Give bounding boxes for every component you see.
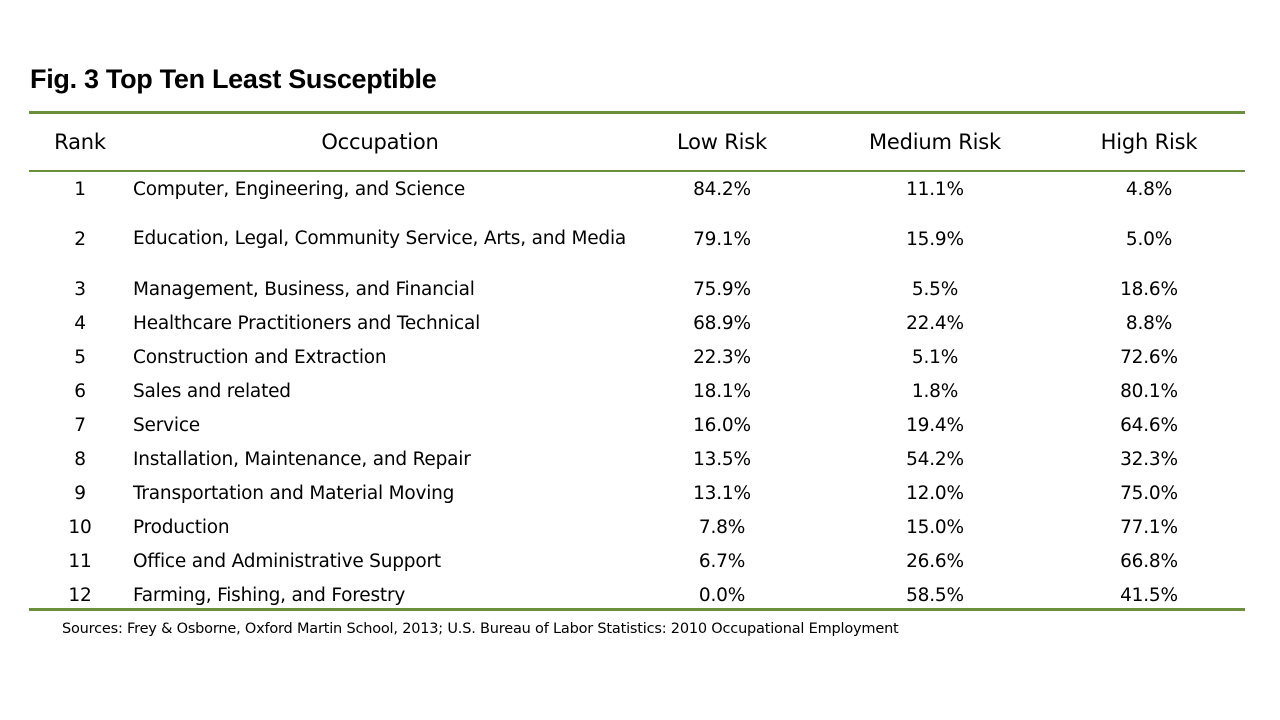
cell-low-risk: 13.5% <box>693 448 751 470</box>
cell-medium-risk: 1.8% <box>911 380 959 402</box>
source-note: Sources: Frey & Osborne, Oxford Martin S… <box>62 621 899 637</box>
table-header-row: Rank Occupation Low Risk Medium Risk Hig… <box>29 114 1245 170</box>
cell-occupation: Healthcare Practitioners and Technical <box>133 312 481 334</box>
table-row: 6 Sales and related 18.1% 1.8% 80.1% <box>29 374 1245 408</box>
cell-rank: 11 <box>68 550 92 572</box>
cell-occupation: Farming, Fishing, and Forestry <box>133 584 406 606</box>
cell-medium-risk: 11.1% <box>906 178 964 200</box>
table-row: 3 Management, Business, and Financial 75.9… <box>29 272 1245 306</box>
column-header-high-risk: High Risk <box>1100 130 1198 154</box>
table-top-rule <box>29 111 1245 114</box>
column-header-occupation: Occupation <box>321 130 439 154</box>
table-body: 1 Computer, Engineering, and Science 84.2%… <box>29 170 1245 612</box>
table-row: 5 Construction and Extraction 22.3% 5.1% 72.… <box>29 340 1245 374</box>
cell-medium-risk: 58.5% <box>906 584 964 606</box>
cell-low-risk: 18.1% <box>693 380 751 402</box>
cell-occupation: Construction and Extraction <box>133 346 387 368</box>
cell-rank: 7 <box>74 414 86 436</box>
cell-medium-risk: 19.4% <box>906 414 964 436</box>
cell-high-risk: 5.0% <box>1125 228 1173 250</box>
cell-low-risk: 16.0% <box>693 414 751 436</box>
cell-high-risk: 18.6% <box>1120 278 1178 300</box>
cell-low-risk: 79.1% <box>693 228 751 250</box>
risk-table: Rank Occupation Low Risk Medium Risk Hig… <box>29 114 1245 612</box>
table-row: 1 Computer, Engineering, and Science 84.2%… <box>29 170 1245 206</box>
cell-medium-risk: 26.6% <box>906 550 964 572</box>
cell-high-risk: 32.3% <box>1120 448 1178 470</box>
cell-rank: 12 <box>68 584 92 606</box>
cell-rank: 3 <box>74 278 86 300</box>
cell-high-risk: 80.1% <box>1120 380 1178 402</box>
cell-medium-risk: 15.9% <box>906 228 964 250</box>
cell-rank: 9 <box>74 482 86 504</box>
cell-rank: 1 <box>74 178 86 200</box>
cell-occupation: Education, Legal, Community Service, Art… <box>133 228 627 249</box>
cell-low-risk: 68.9% <box>693 312 751 334</box>
cell-medium-risk: 5.1% <box>911 346 959 368</box>
cell-high-risk: 64.6% <box>1120 414 1178 436</box>
cell-low-risk: 6.7% <box>698 550 746 572</box>
table-row: 8 Installation, Maintenance, and Repair 13… <box>29 442 1245 476</box>
cell-occupation: Installation, Maintenance, and Repair <box>133 448 471 470</box>
table-row: 9 Transportation and Material Moving 13.1%… <box>29 476 1245 510</box>
cell-medium-risk: 15.0% <box>906 516 964 538</box>
cell-occupation: Computer, Engineering, and Science <box>133 178 466 200</box>
cell-high-risk: 4.8% <box>1125 178 1173 200</box>
cell-occupation: Management, Business, and Financial <box>133 278 475 300</box>
figure-title: Fig. 3 Top Ten Least Susceptible <box>30 64 437 94</box>
cell-high-risk: 72.6% <box>1120 346 1178 368</box>
column-header-rank: Rank <box>54 130 106 154</box>
table-row: 10 Production 7.8% 15.0% 77.1% <box>29 510 1245 544</box>
cell-occupation: Production <box>133 516 230 538</box>
cell-rank: 5 <box>74 346 86 368</box>
cell-rank: 8 <box>74 448 86 470</box>
cell-medium-risk: 12.0% <box>906 482 964 504</box>
cell-rank: 2 <box>74 228 86 250</box>
cell-high-risk: 8.8% <box>1125 312 1173 334</box>
cell-medium-risk: 22.4% <box>906 312 964 334</box>
cell-occupation: Sales and related <box>133 380 291 402</box>
cell-rank: 4 <box>74 312 86 334</box>
table-header-rule <box>29 170 1245 172</box>
cell-occupation: Office and Administrative Support <box>133 550 441 572</box>
cell-high-risk: 75.0% <box>1120 482 1178 504</box>
cell-high-risk: 41.5% <box>1120 584 1178 606</box>
cell-rank: 6 <box>74 380 86 402</box>
cell-medium-risk: 54.2% <box>906 448 964 470</box>
cell-occupation: Transportation and Material Moving <box>133 482 455 504</box>
cell-occupation: Service <box>133 414 200 436</box>
table-row: 4 Healthcare Practitioners and Technical 6… <box>29 306 1245 340</box>
cell-high-risk: 66.8% <box>1120 550 1178 572</box>
table-row: 2 Education, Legal, Community Service, Ar… <box>29 206 1245 272</box>
cell-low-risk: 13.1% <box>693 482 751 504</box>
table-row: 11 Office and Administrative Support 6.7% 2… <box>29 544 1245 578</box>
column-header-low-risk: Low Risk <box>677 130 767 154</box>
cell-medium-risk: 5.5% <box>911 278 959 300</box>
table-bottom-rule <box>29 608 1245 611</box>
cell-low-risk: 0.0% <box>698 584 746 606</box>
cell-low-risk: 75.9% <box>693 278 751 300</box>
cell-rank: 10 <box>68 516 92 538</box>
table-row: 12 Farming, Fishing, and Forestry 0.0% 58.5… <box>29 578 1245 612</box>
column-header-medium-risk: Medium Risk <box>869 130 1001 154</box>
cell-low-risk: 84.2% <box>693 178 751 200</box>
table-row: 7 Service 16.0% 19.4% 64.6% <box>29 408 1245 442</box>
cell-high-risk: 77.1% <box>1120 516 1178 538</box>
cell-low-risk: 22.3% <box>693 346 751 368</box>
cell-low-risk: 7.8% <box>698 516 746 538</box>
